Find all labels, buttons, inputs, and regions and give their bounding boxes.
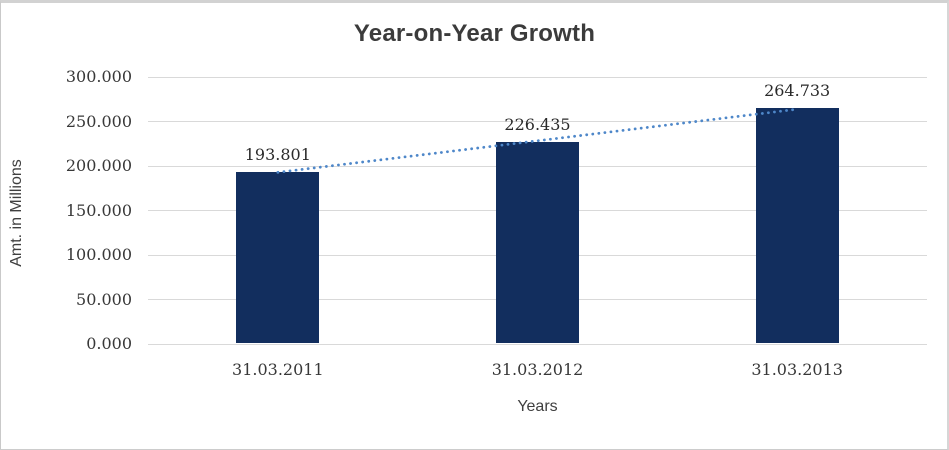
y-tick-label: 250.000: [65, 111, 132, 131]
x-tick-label: 31.03.2011: [232, 360, 324, 379]
bar-31.03.2013[interactable]: [755, 108, 839, 343]
data-label: 226.435: [504, 115, 571, 135]
x-axis-title: Years: [517, 398, 558, 415]
bar-31.03.2012[interactable]: [496, 142, 579, 343]
x-tick-label: 31.03.2012: [491, 360, 584, 379]
gridline: [148, 76, 927, 78]
y-tick-label: 200.000: [65, 156, 132, 175]
y-tick-label: 300.000: [65, 67, 132, 86]
y-tick-label: 50.000: [76, 289, 132, 309]
y-axis-title: Amt. in Millions: [8, 159, 25, 267]
data-label: 264.733: [764, 81, 831, 101]
chart-title: Year-on-Year Growth: [353, 20, 596, 47]
y-tick-label: 0.000: [86, 334, 132, 353]
y-tick-label: 150.000: [65, 200, 132, 220]
bar-31.03.2011[interactable]: [236, 171, 320, 343]
gridline: [148, 343, 927, 345]
x-tick-label: 31.03.2013: [751, 360, 843, 379]
data-label: 193.801: [244, 144, 311, 164]
y-tick-label: 100.000: [65, 245, 132, 264]
